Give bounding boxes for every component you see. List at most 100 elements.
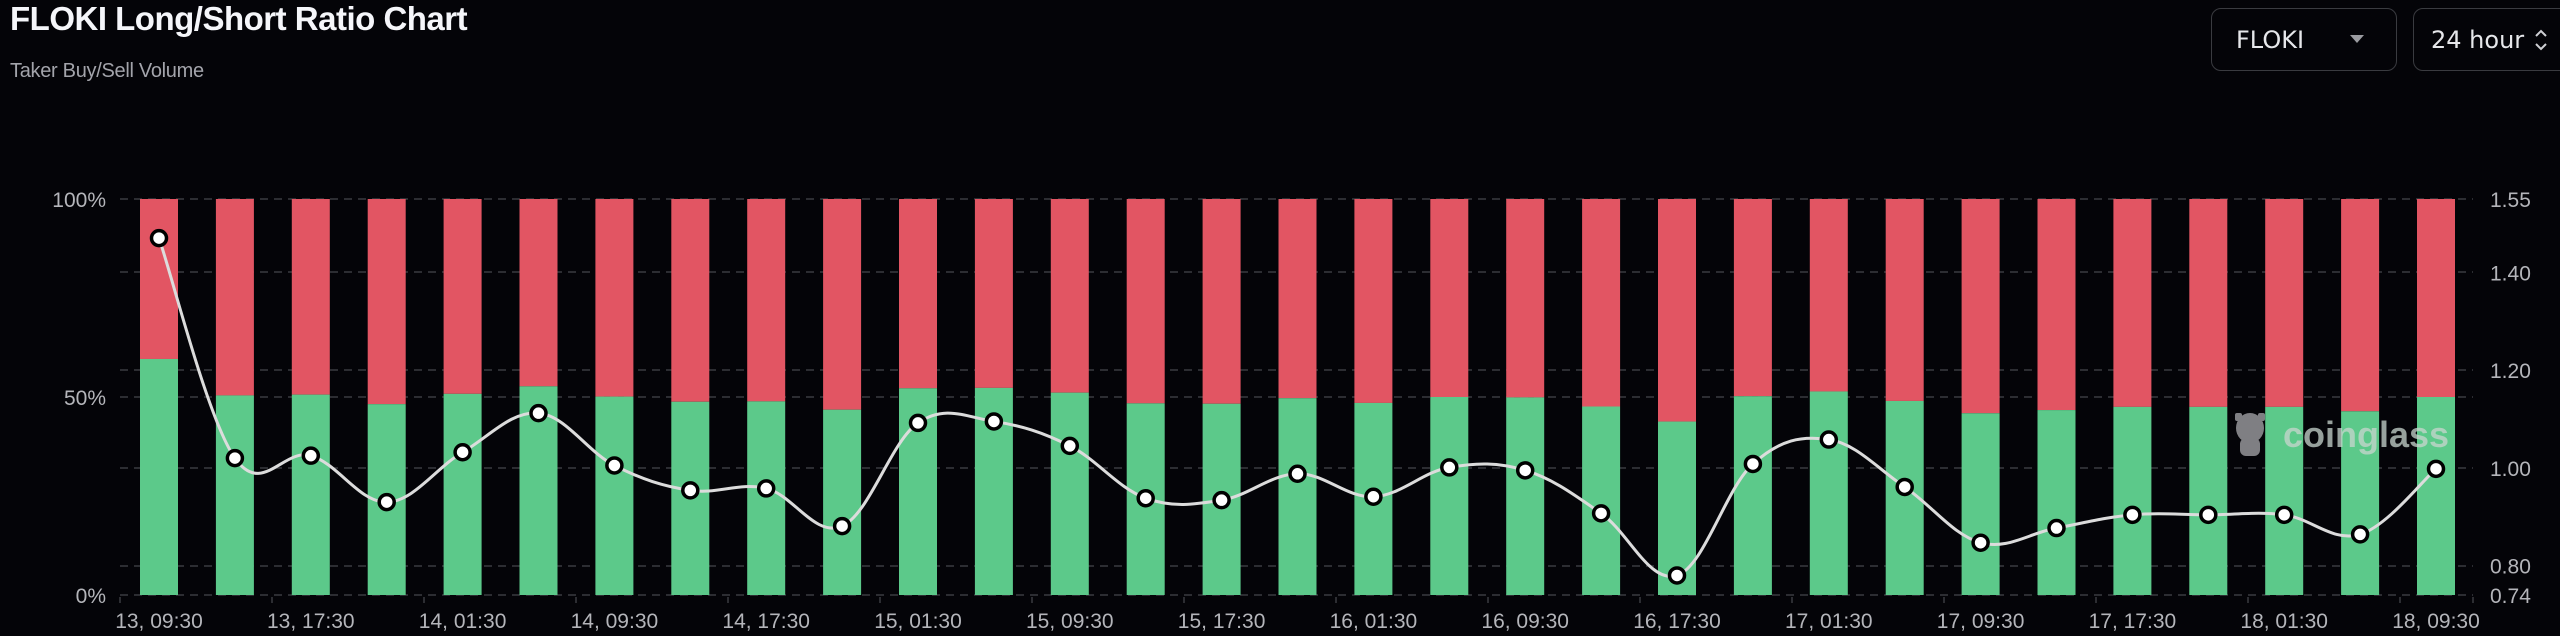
ratio-point — [1591, 504, 1611, 523]
long-bar — [823, 409, 862, 595]
short-bar — [2037, 199, 2076, 411]
short-bar — [595, 199, 634, 397]
ratio-point — [1971, 533, 1990, 552]
ratio-point — [984, 412, 1004, 431]
page-title: FLOKI Long/Short Ratio Chart — [10, 0, 468, 37]
axes: 0% 50% 100% 0.74 0.80 1.00 1.20 1.40 1.55 13, 09:… — [52, 189, 2531, 633]
x-axis-tick-label: 17, 17:30 — [2089, 610, 2177, 633]
short-bar — [519, 199, 558, 387]
right-axis-tick-label: 0.80 — [2490, 556, 2531, 579]
long-bar — [1582, 406, 1621, 595]
short-bar — [747, 199, 786, 402]
short-bar — [899, 199, 937, 389]
chevron-up-down-icon — [2535, 29, 2547, 50]
ratio-point — [1212, 490, 1231, 510]
long-bar — [2037, 410, 2076, 595]
ratio-point — [1515, 461, 1535, 480]
long-bar — [443, 393, 482, 595]
ratio-point — [908, 413, 928, 433]
ratio-point — [2274, 505, 2294, 525]
ratio-point — [1288, 464, 1307, 484]
short-bar — [1733, 199, 1772, 397]
short-bar — [1506, 199, 1545, 398]
long-bar — [215, 395, 254, 595]
short-bar — [2113, 199, 2152, 407]
ratio-point — [1060, 436, 1080, 456]
short-bar — [2341, 199, 2380, 412]
short-bar — [291, 199, 330, 395]
x-axis-tick-label: 14, 17:30 — [722, 610, 810, 633]
ratio-point — [2426, 459, 2446, 479]
short-bar — [1885, 199, 1924, 401]
ratio-point — [1743, 454, 1763, 474]
left-axis-tick-label: 100% — [52, 189, 106, 212]
x-axis-tick-label: 15, 09:30 — [1026, 610, 1114, 633]
ratio-point — [1440, 458, 1459, 477]
ratio-point — [1895, 477, 1914, 497]
x-axis-tick-label: 15, 01:30 — [874, 610, 962, 633]
ratio-point — [756, 479, 776, 498]
short-bar — [1430, 199, 1469, 397]
long-bar — [2265, 406, 2304, 595]
caret-down-icon — [2350, 35, 2364, 43]
long-bar — [2189, 406, 2228, 595]
ratio-point — [832, 516, 852, 536]
ratio-point — [681, 481, 700, 500]
ratio-point — [2350, 525, 2370, 544]
short-bar — [1278, 199, 1317, 399]
ratio-point — [2047, 518, 2066, 538]
x-axis-tick-label: 17, 01:30 — [1785, 610, 1873, 633]
coin-select[interactable]: FLOKI — [2211, 8, 2397, 71]
long-bar — [2341, 411, 2380, 595]
short-bar — [367, 199, 406, 405]
ratio-point — [1819, 430, 1839, 449]
x-axis-tick-label: 13, 17:30 — [267, 610, 355, 633]
ratio-point — [377, 492, 396, 512]
short-bar — [215, 199, 254, 396]
long-bar — [1506, 397, 1545, 595]
x-axis-tick-label: 14, 01:30 — [419, 610, 507, 633]
x-axis-tick-label: 16, 17:30 — [1633, 610, 1721, 633]
long-bar — [1809, 391, 1848, 595]
x-axis-tick-label: 18, 09:30 — [2392, 610, 2480, 633]
ratio-point — [1136, 488, 1155, 508]
x-axis-tick-label: 17, 09:30 — [1937, 610, 2025, 633]
coin-select-value: FLOKI — [2236, 25, 2305, 54]
bars — [140, 199, 2455, 595]
x-axis-tick-label: 16, 01:30 — [1330, 610, 1418, 633]
long-bar — [595, 396, 634, 595]
short-bar — [1126, 199, 1165, 404]
right-axis-tick-label: 0.74 — [2490, 585, 2531, 608]
ratio-point — [2199, 505, 2218, 525]
short-bar — [2417, 199, 2455, 397]
short-bar — [1050, 199, 1089, 393]
right-axis-tick-label: 1.00 — [2490, 458, 2531, 481]
short-bar — [1961, 199, 2000, 414]
watermark: coinglass — [2235, 413, 2449, 456]
ratio-point — [1364, 487, 1383, 506]
coinglass-logo-icon — [2235, 413, 2265, 456]
x-axis-tick-label: 15, 17:30 — [1178, 610, 1266, 633]
long-bar — [1733, 396, 1772, 595]
long-bar — [2113, 406, 2152, 595]
short-bar — [2189, 199, 2228, 407]
x-axis-tick-label: 14, 09:30 — [571, 610, 659, 633]
interval-select[interactable]: 24 hour — [2413, 8, 2560, 71]
short-bar — [1354, 199, 1393, 403]
left-axis-tick-label: 0% — [76, 585, 106, 608]
ratio-point — [225, 448, 245, 468]
short-bar — [443, 199, 482, 394]
long-bar — [291, 394, 330, 595]
short-bar — [671, 199, 710, 402]
ratio-point — [529, 403, 548, 423]
short-bar — [2265, 199, 2304, 407]
ratio-point — [301, 446, 321, 465]
x-axis-tick-label: 16, 09:30 — [1481, 610, 1569, 633]
ratio-point — [1667, 566, 1687, 585]
short-bar — [823, 199, 862, 410]
ratio-point — [605, 456, 624, 475]
long-bar — [747, 401, 786, 595]
x-axis-tick-label: 13, 09:30 — [115, 610, 203, 633]
ratio-point — [2123, 505, 2142, 525]
